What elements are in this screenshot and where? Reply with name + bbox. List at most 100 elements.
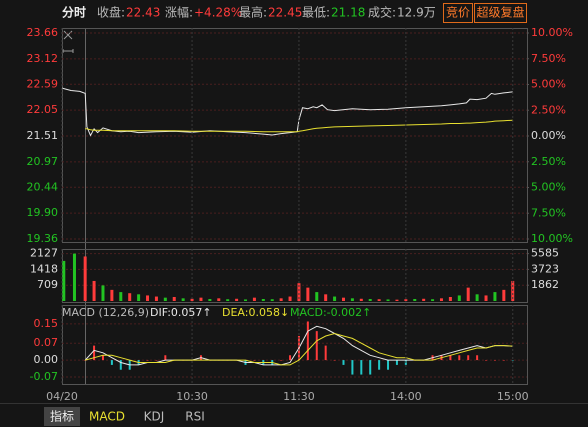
x-tick-label: 14:00 [390, 390, 422, 403]
volume-bar [101, 285, 105, 301]
volume-bar [83, 256, 87, 301]
indicator-readout: DIF:0.057↑ [150, 306, 212, 319]
y2-tick-label: 1862 [531, 278, 559, 291]
auction-button[interactable]: 竞价 [446, 6, 470, 20]
volume-bar [128, 293, 132, 301]
y-tick-label: 0.15 [34, 317, 59, 330]
y-tick-label: 20.44 [27, 180, 59, 193]
volume-value: 12.9万 [397, 6, 436, 20]
resize-icon[interactable] [62, 49, 74, 53]
volume-bar [448, 296, 452, 301]
volume-bar [110, 289, 114, 301]
series-line [61, 87, 513, 137]
volume-bar [502, 289, 506, 301]
button-frame[interactable] [443, 3, 473, 23]
volume-bar [306, 287, 310, 301]
tab[interactable]: RSI [185, 410, 205, 424]
y2-tick-label: 10.00% [531, 26, 573, 39]
x-tick-label: 11:30 [283, 390, 315, 403]
y-tick-label: 0.07 [34, 336, 59, 349]
replay-button[interactable]: 超级复盘 [476, 5, 524, 20]
y-tick-label: 1418 [30, 262, 58, 275]
y-tick-label: 22.59 [27, 77, 59, 90]
macd-bar [502, 360, 505, 361]
volume-bar [137, 294, 141, 301]
y-tick-label: 23.66 [27, 26, 59, 39]
macd-bar [315, 331, 318, 361]
volume-bar [270, 299, 274, 301]
y2-tick-label: 5.00% [531, 78, 566, 91]
volume-bar [72, 253, 76, 301]
macd-bar [84, 360, 87, 361]
macd-bar [155, 360, 158, 361]
indicator-readout: DEA:0.058↓ [222, 306, 289, 319]
macd-bar [333, 360, 336, 361]
macd-bar [289, 355, 292, 361]
volume-bar [146, 295, 150, 301]
macd-bar [458, 355, 461, 361]
volume-bar [324, 294, 328, 301]
y2-tick-label: 5.00% [531, 181, 566, 194]
volume-bar [439, 298, 443, 301]
volume-bar [163, 297, 167, 301]
macd-bar [511, 360, 514, 361]
y-tick-label: 2127 [30, 247, 58, 260]
macd-bar [395, 360, 398, 365]
close-label: 收盘: [97, 5, 125, 20]
volume-bar [119, 292, 123, 301]
button-frame[interactable] [474, 3, 527, 23]
macd-bar [146, 360, 149, 361]
y2-tick-label: 7.50% [531, 52, 566, 65]
y-tick-label: 19.90 [27, 206, 59, 219]
volume-bar [92, 280, 96, 301]
tab[interactable]: 指标 [50, 409, 74, 424]
macd-bar [378, 360, 381, 370]
y2-tick-label: 5585 [531, 247, 559, 260]
y2-tick-label: 2.50% [531, 155, 566, 168]
macd-bar [449, 355, 452, 361]
volume-bar [279, 298, 283, 301]
volume-bar [484, 295, 488, 301]
y2-tick-label: 7.50% [531, 206, 566, 219]
y2-tick-label: 2.50% [531, 103, 566, 116]
view-title[interactable]: 分时 [62, 5, 86, 20]
volume-bar [208, 298, 212, 301]
tab[interactable]: KDJ [144, 410, 165, 424]
macd-bar [119, 360, 122, 370]
volume-bar [181, 298, 185, 301]
tab[interactable]: MACD [89, 410, 125, 424]
low-value: 21.18 [331, 6, 365, 20]
panel-icons [62, 30, 74, 53]
tab-active-bg [44, 407, 80, 426]
volume-bar [244, 299, 248, 301]
tabs: 指标 MACD KDJ RSI [44, 407, 205, 426]
volume-bar [493, 292, 497, 301]
x-tick-label: 15:00 [497, 390, 529, 403]
volume-bar [341, 297, 345, 301]
y-tick-label: 0.00 [34, 353, 59, 366]
y-tick-label: 23.12 [27, 52, 59, 65]
high-label: 最高: [239, 5, 267, 20]
macd-bar [93, 345, 96, 361]
series-line [85, 119, 513, 133]
macd-bar [110, 360, 113, 365]
macd-bar [342, 360, 345, 365]
volume-bar [466, 287, 470, 301]
volume-bar [431, 299, 435, 301]
low-label: 最低: [302, 6, 330, 20]
macd-bar [351, 360, 354, 375]
high-value: 22.45 [268, 6, 302, 20]
volume-label: 成交: [368, 5, 396, 20]
volume-bar [359, 298, 363, 301]
close-icon[interactable] [63, 30, 73, 40]
y-tick-label: -0.07 [30, 370, 58, 383]
macd-bar [476, 355, 479, 361]
macd-bar [369, 360, 372, 375]
volume-bar [235, 298, 239, 301]
y2-tick-label: 0.00% [531, 129, 566, 142]
volume-bar [252, 297, 256, 301]
macd-bar [280, 360, 283, 361]
volume-bar [395, 299, 399, 301]
volume-bar [333, 296, 337, 301]
x-tick-label: 10:30 [176, 390, 208, 403]
